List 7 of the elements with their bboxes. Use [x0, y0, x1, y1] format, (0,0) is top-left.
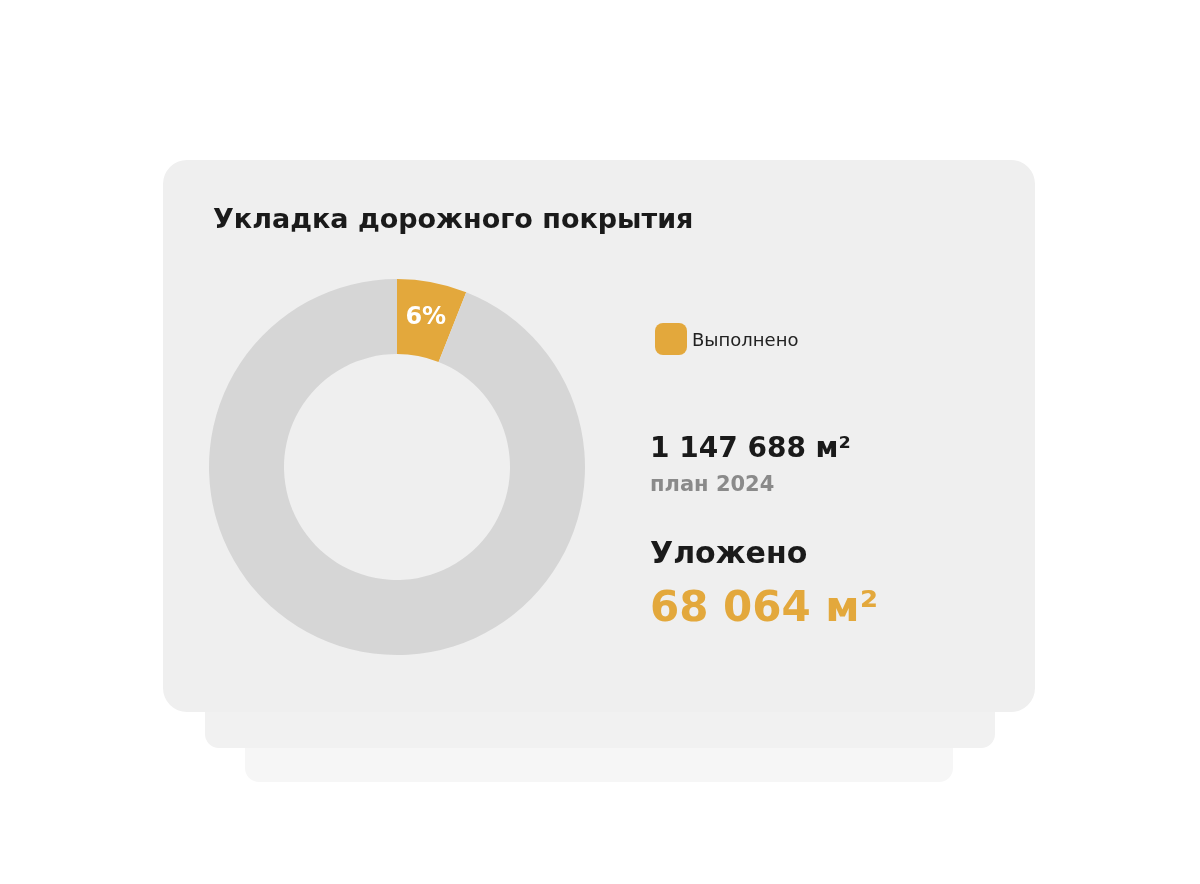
- text: Уложено: [650, 534, 808, 570]
- legend-label: Выполнено: [692, 328, 799, 350]
- text: 1 147 688 м²: [650, 430, 851, 464]
- chart-title: Укладка дорожного покрытия: [213, 203, 694, 234]
- text: 68 064 м²: [650, 581, 879, 631]
- data-label: 6%: [405, 302, 447, 331]
- text: план 2024: [650, 471, 775, 496]
